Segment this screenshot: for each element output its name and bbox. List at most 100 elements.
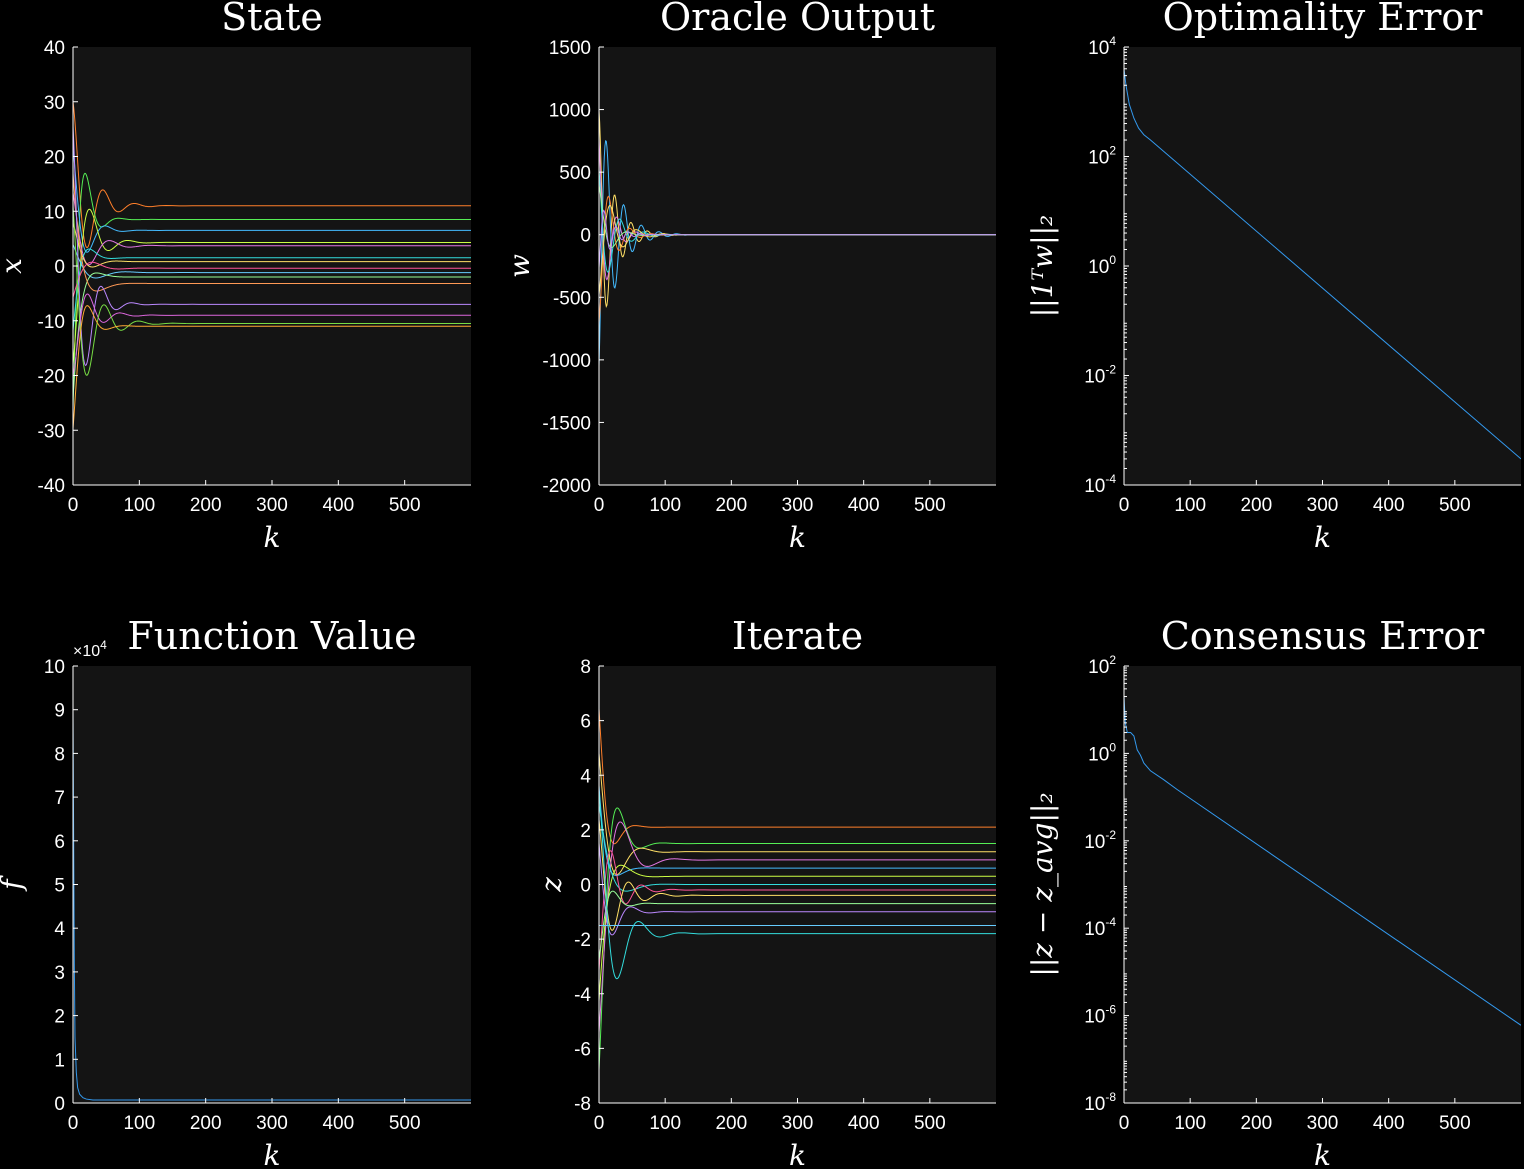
- y-tick-label: 1500: [549, 38, 591, 59]
- series-line: [73, 101, 471, 249]
- plot-area: [1124, 696, 1521, 1026]
- series-line: [599, 821, 996, 1033]
- y-axis-label: w: [503, 254, 536, 278]
- y-tick-label: 500: [559, 163, 591, 184]
- x-tick-label: 100: [123, 1113, 155, 1134]
- series-line: [599, 864, 996, 1002]
- y-axis-label: f: [0, 875, 28, 892]
- series-line: [73, 244, 471, 279]
- x-tick-label: 0: [594, 495, 605, 516]
- y-tick-label: -6: [574, 1039, 591, 1060]
- series-line: [599, 890, 996, 961]
- x-tick-label: 200: [715, 495, 747, 516]
- y-tick-label: 104: [1088, 34, 1116, 59]
- y-tick-label: 10-6: [1084, 1003, 1116, 1028]
- y-axis-label: x: [0, 258, 28, 274]
- y-tick-label: 8: [580, 657, 591, 678]
- x-tick-label: 500: [389, 495, 421, 516]
- y-tick-label: 1000: [549, 101, 591, 122]
- plot-area: [599, 708, 996, 1071]
- panel-2: 0 100 200 300 400 500 10-4 10-2 100 102 104 Optimal…: [1026, 0, 1521, 554]
- y-tick-label: -4: [574, 985, 591, 1006]
- y-tick-label: -1500: [542, 413, 591, 434]
- y-tick-label: 4: [580, 766, 591, 787]
- axes-background: [1124, 666, 1521, 1103]
- y-tick-label: -500: [553, 288, 591, 309]
- axes-background: [599, 47, 996, 485]
- x-tick-label: 100: [1174, 1113, 1206, 1134]
- y-tick-label: 0: [580, 876, 591, 897]
- x-tick-label: 0: [1119, 1113, 1130, 1134]
- y-tick-label: 0: [54, 257, 65, 278]
- x-tick-label: 300: [1307, 1113, 1339, 1134]
- series-line: [599, 785, 996, 876]
- y-tick-label: 5: [54, 876, 65, 897]
- x-tick-label: 100: [123, 495, 155, 516]
- series-line: [599, 807, 996, 1071]
- series-line: [73, 261, 471, 298]
- series-line: [599, 209, 996, 268]
- x-tick-label: 100: [649, 1113, 681, 1134]
- axes-background: [1124, 47, 1521, 485]
- chart-title: Oracle Output: [660, 0, 935, 39]
- y-tick-label: 40: [44, 38, 65, 59]
- x-tick-label: 300: [782, 495, 814, 516]
- y-tick-label: -2: [574, 930, 591, 951]
- series-line: [599, 819, 996, 931]
- y-tick-label: 10-4: [1084, 472, 1116, 497]
- y-tick-label: 20: [44, 148, 65, 169]
- y-tick-label: 10-2: [1084, 363, 1116, 388]
- y-tick-label: 10-2: [1084, 828, 1116, 853]
- x-tick-label: 0: [68, 1113, 79, 1134]
- y-tick-label: 2: [580, 821, 591, 842]
- x-tick-label: 400: [322, 1113, 354, 1134]
- chart-title: State: [221, 0, 323, 39]
- y-tick-label: 9: [54, 701, 65, 722]
- x-tick-label: 200: [190, 495, 222, 516]
- series-line: [73, 146, 471, 253]
- series-line: [73, 192, 471, 266]
- y-axis-label: ||1ᵀw||₂: [1026, 215, 1059, 318]
- x-tick-label: 400: [1373, 495, 1405, 516]
- panel-5: 0 100 200 300 400 500 10-8 10-6 10-4 10-2 100 102 Co…: [1026, 614, 1521, 1169]
- x-axis-label: k: [1314, 1139, 1331, 1169]
- chart-title: Iterate: [732, 614, 863, 658]
- series-line: [599, 753, 996, 876]
- y-tick-label: 10-8: [1084, 1090, 1116, 1115]
- axes-background: [73, 47, 471, 485]
- x-tick-label: 500: [914, 495, 946, 516]
- x-tick-label: 0: [68, 495, 79, 516]
- x-tick-label: 500: [914, 1113, 946, 1134]
- y-tick-label: 10-4: [1084, 915, 1116, 940]
- chart-title: Consensus Error: [1161, 614, 1485, 658]
- series-line: [73, 272, 471, 398]
- x-tick-label: 200: [1240, 1113, 1272, 1134]
- y-tick-label: 0: [580, 226, 591, 247]
- x-tick-label: 400: [848, 1113, 880, 1134]
- series-line: [73, 293, 471, 376]
- y-tick-label: 0: [54, 1094, 65, 1115]
- y-multiplier-label: ×104: [73, 638, 107, 660]
- series-line: [73, 173, 471, 292]
- panel-1: 0 100 200 300 400 500 -2000 -1500 -1000 -500 0 500 1…: [503, 0, 996, 554]
- chart-title: Optimality Error: [1163, 0, 1484, 39]
- x-tick-label: 200: [1240, 495, 1272, 516]
- series-line: [73, 222, 471, 268]
- panel-0: 0 100 200 300 400 500 -40 -30 -20 -10 0 10 20 30 40 Sta…: [0, 0, 471, 554]
- x-tick-label: 100: [649, 495, 681, 516]
- x-axis-label: k: [789, 1139, 806, 1169]
- x-tick-label: 300: [1307, 495, 1339, 516]
- panel-3: 0 100 200 300 400 500 0 1 2 3 4 5 6 7 8 9 10 ×104 Function…: [0, 614, 471, 1169]
- plot-area: [599, 110, 996, 367]
- y-tick-label: 10: [44, 202, 65, 223]
- y-axis-label: z: [535, 877, 568, 893]
- series-line: [73, 172, 471, 408]
- y-axis-label: ||z − z_avg||₂: [1026, 792, 1059, 976]
- x-tick-label: 300: [256, 495, 288, 516]
- x-tick-label: 500: [1439, 1113, 1471, 1134]
- y-tick-label: -40: [38, 476, 65, 497]
- plot-area: [73, 709, 471, 1101]
- x-tick-label: 500: [1439, 495, 1471, 516]
- series-line: [599, 850, 996, 971]
